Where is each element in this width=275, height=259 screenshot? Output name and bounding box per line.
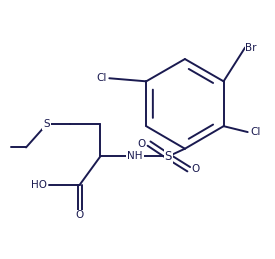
Text: S: S [43,119,50,130]
Text: O: O [191,164,200,174]
Text: Cl: Cl [250,127,261,137]
Text: NH: NH [127,152,143,161]
Text: Cl: Cl [96,73,107,83]
Text: S: S [164,150,172,163]
Text: HO: HO [31,179,46,190]
Text: O: O [76,210,84,220]
Text: Br: Br [245,42,257,53]
Text: O: O [137,139,145,149]
